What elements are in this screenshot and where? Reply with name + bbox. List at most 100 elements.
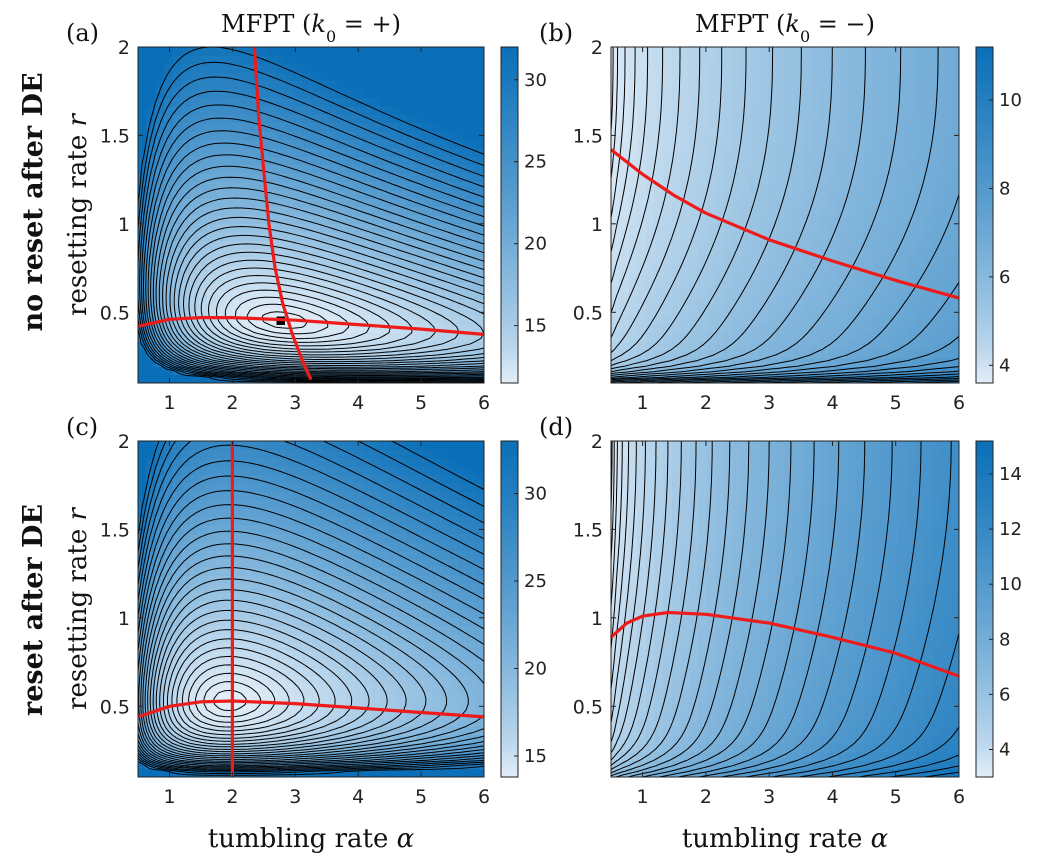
heatmap-cell <box>328 508 338 518</box>
heatmap-cell <box>311 516 321 526</box>
heatmap-cell <box>828 139 838 149</box>
heatmap-cell <box>645 231 656 241</box>
heatmap-cell <box>458 499 468 509</box>
heatmap-cell <box>767 299 777 308</box>
heatmap-cell <box>785 299 795 308</box>
heatmap-cell <box>164 240 174 250</box>
x-tick-label: 3 <box>289 786 301 808</box>
heatmap-cell <box>741 122 751 132</box>
heatmap-cell <box>207 441 217 450</box>
heatmap-cell <box>872 55 882 65</box>
heatmap-cell <box>164 457 174 467</box>
heatmap-cell <box>475 139 485 149</box>
heatmap-cell <box>837 341 847 350</box>
heatmap-cell <box>285 558 295 568</box>
heatmap-cell <box>362 676 373 686</box>
heatmap-cell <box>811 97 821 107</box>
heatmap-cell <box>432 231 442 241</box>
heatmap-cell <box>259 600 269 610</box>
heatmap-cell <box>285 80 295 90</box>
heatmap-cell <box>449 491 459 501</box>
heatmap-cell <box>440 72 451 82</box>
heatmap-cell <box>706 114 716 124</box>
heatmap-cell <box>863 257 873 266</box>
heatmap-cell <box>267 147 278 157</box>
heatmap-cell <box>458 290 468 300</box>
heatmap-cell <box>319 491 329 501</box>
heatmap-cell <box>311 491 321 501</box>
heatmap-cell <box>224 709 234 719</box>
heatmap-cell <box>380 349 390 359</box>
heatmap-cell <box>215 533 226 543</box>
heatmap-cell <box>663 164 673 174</box>
heatmap-cell <box>863 223 873 233</box>
heatmap-cell <box>380 139 390 149</box>
heatmap-cell <box>863 72 873 82</box>
heatmap-cell <box>915 97 925 107</box>
heatmap-cell <box>406 609 416 618</box>
heatmap-cell <box>267 324 278 334</box>
heatmap-cell <box>698 72 708 82</box>
heatmap-cell <box>311 693 321 702</box>
heatmap-cell <box>224 516 234 526</box>
heatmap-cell <box>198 625 208 635</box>
heatmap-cell <box>207 324 217 334</box>
heatmap-cell <box>189 164 200 174</box>
heatmap-cell <box>619 257 629 266</box>
heatmap-cell <box>440 265 451 275</box>
heatmap-cell <box>863 198 873 208</box>
heatmap-cell <box>458 257 468 266</box>
heatmap-cell <box>146 457 156 467</box>
heatmap-cell <box>706 366 716 376</box>
heatmap-cell <box>432 592 442 602</box>
heatmap-cell <box>466 181 476 191</box>
heatmap-cell <box>924 114 934 124</box>
heatmap-cell <box>224 223 234 233</box>
heatmap-cell <box>388 366 399 376</box>
heatmap-cell <box>671 55 682 65</box>
heatmap-cell <box>872 122 882 132</box>
heatmap-cell <box>845 131 856 140</box>
heatmap-cell <box>224 701 234 711</box>
heatmap-cell <box>233 63 243 73</box>
heatmap-cell <box>207 575 217 585</box>
heatmap-cell <box>285 474 295 484</box>
heatmap-cell <box>758 63 769 73</box>
heatmap-cell <box>432 718 442 728</box>
heatmap-cell <box>198 80 208 90</box>
heatmap-cell <box>906 315 917 325</box>
heatmap-cell <box>224 533 234 543</box>
heatmap-cell <box>250 575 260 585</box>
heatmap-cell <box>619 72 629 82</box>
heatmap-cell <box>872 63 882 73</box>
heatmap-cell <box>466 651 476 660</box>
heatmap-cell <box>224 147 234 157</box>
heatmap-cell <box>449 315 459 325</box>
heatmap-cell <box>397 55 407 65</box>
heatmap-cell <box>164 499 174 509</box>
heatmap-cell <box>776 55 786 65</box>
heatmap-cell <box>276 659 286 669</box>
heatmap-cell <box>732 231 743 241</box>
heatmap-cell <box>758 47 769 56</box>
heatmap-cell <box>785 131 795 140</box>
heatmap-cell <box>388 466 399 476</box>
heatmap-cell <box>423 609 433 618</box>
heatmap-cell <box>776 324 786 334</box>
heatmap-cell <box>267 449 278 459</box>
heatmap-cell <box>950 189 960 199</box>
heatmap-cell <box>449 72 459 82</box>
heatmap-cell <box>811 173 821 182</box>
heatmap-cell <box>406 659 416 669</box>
heatmap-cell <box>950 105 960 115</box>
heatmap-cell <box>715 147 725 157</box>
heatmap-cell <box>706 80 716 90</box>
heatmap-cell <box>449 592 459 602</box>
heatmap-cell <box>432 533 442 543</box>
heatmap-cell <box>645 307 656 317</box>
heatmap-cell <box>758 265 769 275</box>
heatmap-cell <box>828 105 838 115</box>
heatmap-cell <box>198 349 208 359</box>
heatmap-cell <box>950 198 960 208</box>
heatmap-cell <box>302 441 312 450</box>
